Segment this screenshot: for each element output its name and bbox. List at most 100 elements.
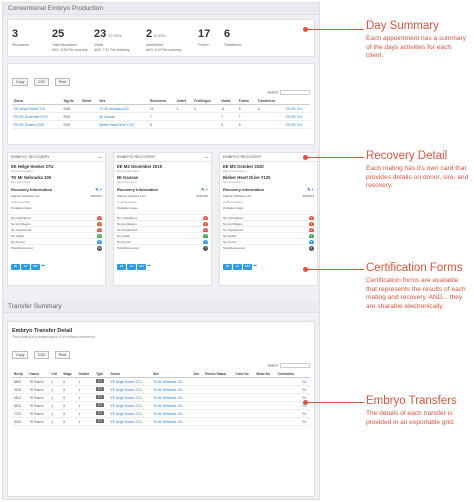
transfer-copy-button[interactable]: Copy <box>12 351 29 359</box>
share-icon[interactable]: ➦ <box>147 263 152 269</box>
result-label: No Frozen <box>223 239 238 244</box>
table-cell[interactable]: EE MS December 2019 <box>12 112 62 121</box>
sire-name[interactable]: TK Mr Nebraska 100 <box>11 175 52 180</box>
result-label: No Unfertilized <box>223 215 243 220</box>
transfer-col-header[interactable]: Cell <box>49 370 62 378</box>
transfer-cell[interactable]: EE Helge Hosker 27U <box>108 401 152 410</box>
col-fert-degen[interactable]: Fert/Degen <box>192 97 220 105</box>
sire-name[interactable]: Bieber Heart Drive Y120 <box>223 175 271 180</box>
donor-name[interactable]: EE MS October 2020 <box>223 164 264 169</box>
table-cell[interactable]: TK Mr Nebraska 100 <box>97 104 148 113</box>
transfer-row[interactable]: 9215 TK Ranch 1 5 1 ET EE Helge Hosker 27U TK M… <box>12 385 310 394</box>
certification-form-button[interactable]: EB <box>117 264 126 270</box>
transfer-col-header[interactable]: Conc No <box>233 370 255 378</box>
transfer-col-header[interactable]: Frozen Status <box>203 370 234 378</box>
sire-name[interactable]: Mr Kansas <box>117 175 139 180</box>
transfer-csv-button[interactable]: CSV <box>33 351 50 359</box>
certification-form-button[interactable]: AC <box>21 264 30 270</box>
col-unfert[interactable]: Unfert <box>174 97 193 105</box>
col-recovered[interactable]: Recovered <box>147 97 175 105</box>
certification-form-button[interactable]: EB <box>223 264 232 270</box>
certification-form-button[interactable]: ABC <box>31 264 40 270</box>
result-label: No Viable <box>117 233 130 238</box>
transfer-cell[interactable]: TK Mr Nebraska 100 <box>151 417 192 426</box>
csv-button[interactable]: CSV <box>33 78 50 86</box>
transfer-cell[interactable]: Ed <box>300 409 310 418</box>
certification-form-button[interactable]: ABC <box>243 264 252 270</box>
table-cell[interactable]: EE MS Oct <box>283 112 310 121</box>
transfer-col-header[interactable]: Grader <box>76 370 94 378</box>
transfer-cell[interactable]: Ed <box>300 417 310 426</box>
table-cell[interactable]: EE MS October 2020 <box>12 120 62 129</box>
copy-button[interactable]: Copy <box>12 78 29 86</box>
collapse-icon[interactable]: — <box>204 155 208 159</box>
transfer-cell[interactable]: TK Mr Nebraska 100 <box>151 377 192 386</box>
share-icon[interactable]: ➦ <box>41 263 46 269</box>
transfer-cell[interactable]: TK Mr Nebraska 100 <box>151 401 192 410</box>
certification-form-button[interactable]: AC <box>233 264 242 270</box>
transfer-cell[interactable]: TK Mr Nebraska 100 <box>151 393 192 402</box>
col-transferred[interactable]: Transferred <box>255 97 284 105</box>
transfer-col-header[interactable]: Type <box>93 370 109 378</box>
certification-form-button[interactable]: ABC <box>137 264 146 270</box>
transfer-col-header[interactable]: Donor <box>108 370 152 378</box>
print-button[interactable]: Print <box>54 78 71 86</box>
col-viable[interactable]: Viable <box>219 97 237 105</box>
transfer-row[interactable]: 8500 TK Ranch 1 5 1 ET EE Helge Hosker 27U TK M… <box>12 377 310 386</box>
donor-name[interactable]: EE Helge Hosker 27U <box>11 164 54 169</box>
share-icon[interactable]: ➦ <box>253 263 258 269</box>
table-cell[interactable]: Bieber Heart Drive Y120 <box>97 120 148 129</box>
transfer-cell[interactable]: Ed <box>300 385 310 394</box>
transfer-col-header[interactable] <box>300 370 310 378</box>
transfer-col-header[interactable]: Sex <box>191 370 204 378</box>
transfer-cell[interactable]: TK Mr Nebraska 100 <box>151 385 192 394</box>
edit-icon[interactable]: ✎ + <box>201 187 208 192</box>
transfer-row[interactable]: 9044 TK Ranch 1 5 1 ET EE Helge Hosker 27U TK M… <box>12 417 310 426</box>
transfer-cell[interactable]: EE Helge Hosker 27U <box>108 409 152 418</box>
transfer-col-header[interactable]: Comments <box>275 370 301 378</box>
col-frozen[interactable]: Frozen <box>236 97 256 105</box>
table-cell: 2020 <box>61 120 81 129</box>
table-cell: 11 <box>219 104 237 113</box>
transfer-cell[interactable]: Ed <box>300 401 310 410</box>
col-breed[interactable]: Breed <box>80 97 98 105</box>
search-input[interactable] <box>280 90 310 95</box>
transfer-search-input[interactable] <box>280 363 310 368</box>
table-cell[interactable]: Mr Kansas <box>97 112 148 121</box>
certification-form-button[interactable]: EB <box>11 264 20 270</box>
table-row[interactable]: EE Helge Hosker 27U 4456 TK Mr Nebraska 10… <box>12 104 310 113</box>
transfer-row[interactable]: 8102 TK Ranch 1 5 1 ET EE Helge Hosker 27U TK M… <box>12 401 310 410</box>
transfer-col-header[interactable]: Owner <box>27 370 50 378</box>
edit-icon[interactable]: ✎ + <box>95 187 102 192</box>
transfer-cell[interactable]: TK Mr Nebraska 100 <box>151 409 192 418</box>
result-count-badge: 0 <box>203 215 208 221</box>
transfer-cell[interactable]: EE Helge Hosker 27U <box>108 377 152 386</box>
table-row[interactable]: EE MS December 2019 2019 Mr Kansas 7 7 7 EE MS… <box>12 112 310 121</box>
transfer-col-header[interactable]: Stage <box>61 370 77 378</box>
transfer-row[interactable]: 6512 TK Ranch 1 6 1 ET EE Helge Hosker 27U TK M… <box>12 393 310 402</box>
table-row[interactable]: EE MS October 2020 2020 Bieber Heart Drive… <box>12 120 310 129</box>
certification-form-button[interactable]: AC <box>127 264 136 270</box>
table-cell[interactable]: EE Helge Hosker 27U <box>12 104 62 113</box>
recovery-info-label: Recovery Information <box>11 187 53 192</box>
transfer-type-badge: ET <box>93 385 109 394</box>
transfer-print-button[interactable]: Print <box>54 351 71 359</box>
edit-icon[interactable]: ✎ + <box>307 187 314 192</box>
transfer-cell: TK Ranch <box>27 385 50 394</box>
col-donor[interactable]: Donor <box>12 97 62 105</box>
transfer-col-header[interactable]: Sire <box>151 370 192 378</box>
collapse-icon[interactable]: — <box>98 155 102 159</box>
col-tag[interactable]: Tag No <box>61 97 81 105</box>
transfer-col-header[interactable]: Straw No <box>254 370 276 378</box>
table-cell[interactable]: EE MS Oct <box>283 120 310 129</box>
transfer-row[interactable]: 7720 TK Ranch 1 5 1 ET EE Helge Hosker 27U TK M… <box>12 409 310 418</box>
transfer-cell <box>203 409 234 418</box>
transfer-cell[interactable]: EE Helge Hosker 27U <box>108 417 152 426</box>
transfer-col-header[interactable]: Recip <box>12 370 28 378</box>
transfer-cell[interactable]: EE Helge Hosker 27U <box>108 385 152 394</box>
table-cell[interactable]: EE MS Oct <box>283 104 310 113</box>
donor-name[interactable]: EE MS December 2019 <box>117 164 162 169</box>
transfer-cell[interactable]: Ed <box>300 377 310 386</box>
col-sire[interactable]: Sire <box>97 97 148 105</box>
transfer-cell[interactable]: EE Helge Hosker 27U <box>108 393 152 402</box>
